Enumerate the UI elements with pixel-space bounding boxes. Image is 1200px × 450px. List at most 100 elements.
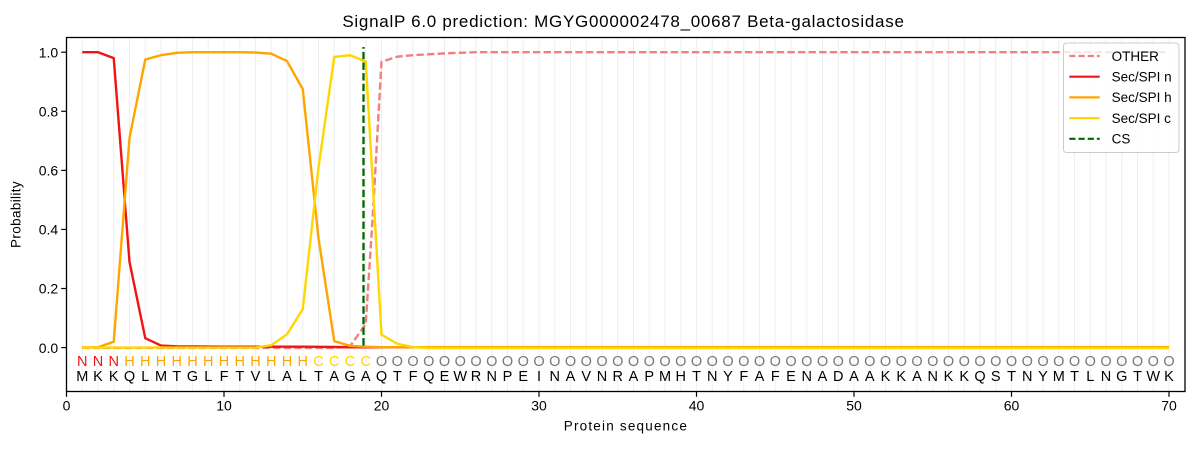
svg-text:0.4: 0.4 bbox=[39, 222, 59, 238]
svg-text:O: O bbox=[1085, 354, 1096, 370]
svg-text:N: N bbox=[93, 354, 103, 370]
svg-text:K: K bbox=[109, 369, 119, 385]
svg-text:A: A bbox=[818, 369, 828, 385]
svg-text:T: T bbox=[393, 369, 402, 385]
svg-text:T: T bbox=[314, 369, 323, 385]
svg-text:A: A bbox=[329, 369, 339, 385]
svg-text:O: O bbox=[486, 354, 497, 370]
svg-text:O: O bbox=[518, 354, 529, 370]
svg-text:T: T bbox=[1133, 369, 1142, 385]
svg-text:I: I bbox=[537, 369, 541, 385]
svg-text:CS: CS bbox=[1112, 132, 1131, 147]
svg-text:0.0: 0.0 bbox=[39, 340, 59, 356]
svg-text:A: A bbox=[361, 369, 371, 385]
svg-text:60: 60 bbox=[1004, 398, 1020, 414]
svg-text:O: O bbox=[423, 354, 434, 370]
svg-text:W: W bbox=[453, 369, 467, 385]
svg-text:O: O bbox=[1116, 354, 1127, 370]
svg-text:V: V bbox=[581, 369, 591, 385]
svg-text:E: E bbox=[518, 369, 528, 385]
svg-text:Q: Q bbox=[974, 369, 985, 385]
svg-text:O: O bbox=[974, 354, 985, 370]
svg-text:O: O bbox=[880, 354, 891, 370]
svg-text:A: A bbox=[282, 369, 292, 385]
svg-text:50: 50 bbox=[846, 398, 862, 414]
svg-text:O: O bbox=[1163, 354, 1174, 370]
svg-text:O: O bbox=[533, 354, 544, 370]
svg-text:A: A bbox=[755, 369, 765, 385]
svg-text:W: W bbox=[1146, 369, 1160, 385]
svg-text:N: N bbox=[1101, 369, 1111, 385]
svg-text:H: H bbox=[676, 369, 686, 385]
svg-text:G: G bbox=[187, 369, 198, 385]
svg-text:T: T bbox=[1070, 369, 1079, 385]
svg-text:O: O bbox=[659, 354, 670, 370]
svg-text:L: L bbox=[299, 369, 307, 385]
svg-text:SignalP 6.0 prediction: MGYG00: SignalP 6.0 prediction: MGYG000002478_00… bbox=[342, 12, 904, 31]
svg-text:H: H bbox=[235, 354, 245, 370]
svg-text:P: P bbox=[644, 369, 654, 385]
svg-text:R: R bbox=[613, 369, 623, 385]
svg-text:20: 20 bbox=[374, 398, 390, 414]
svg-text:H: H bbox=[187, 354, 197, 370]
svg-text:1.0: 1.0 bbox=[39, 44, 59, 60]
svg-text:K: K bbox=[93, 369, 103, 385]
svg-text:0: 0 bbox=[63, 398, 71, 414]
svg-text:10: 10 bbox=[216, 398, 232, 414]
svg-text:F: F bbox=[220, 369, 229, 385]
svg-text:O: O bbox=[1069, 354, 1080, 370]
svg-text:F: F bbox=[771, 369, 780, 385]
svg-text:Protein sequence: Protein sequence bbox=[564, 419, 688, 434]
svg-text:O: O bbox=[565, 354, 576, 370]
svg-text:0.8: 0.8 bbox=[39, 103, 59, 119]
svg-text:N: N bbox=[597, 369, 607, 385]
svg-text:H: H bbox=[172, 354, 182, 370]
svg-text:H: H bbox=[140, 354, 150, 370]
svg-text:M: M bbox=[659, 369, 671, 385]
svg-text:A: A bbox=[912, 369, 922, 385]
svg-text:L: L bbox=[204, 369, 212, 385]
svg-text:H: H bbox=[203, 354, 213, 370]
svg-text:O: O bbox=[911, 354, 922, 370]
svg-text:O: O bbox=[549, 354, 560, 370]
svg-text:O: O bbox=[943, 354, 954, 370]
svg-text:A: A bbox=[566, 369, 576, 385]
svg-text:K: K bbox=[959, 369, 969, 385]
svg-text:O: O bbox=[581, 354, 592, 370]
svg-text:L: L bbox=[1086, 369, 1094, 385]
svg-text:K: K bbox=[944, 369, 954, 385]
svg-text:E: E bbox=[786, 369, 796, 385]
svg-text:K: K bbox=[1164, 369, 1174, 385]
svg-text:N: N bbox=[109, 354, 119, 370]
svg-text:C: C bbox=[345, 354, 355, 370]
svg-text:O: O bbox=[376, 354, 387, 370]
svg-text:O: O bbox=[785, 354, 796, 370]
svg-text:O: O bbox=[770, 354, 781, 370]
svg-text:T: T bbox=[692, 369, 701, 385]
svg-text:O: O bbox=[1053, 354, 1064, 370]
svg-text:Probability: Probability bbox=[9, 181, 24, 248]
svg-text:O: O bbox=[833, 354, 844, 370]
svg-text:Q: Q bbox=[376, 369, 387, 385]
svg-text:O: O bbox=[1148, 354, 1159, 370]
svg-text:O: O bbox=[455, 354, 466, 370]
svg-text:O: O bbox=[927, 354, 938, 370]
svg-text:L: L bbox=[267, 369, 275, 385]
svg-text:M: M bbox=[76, 369, 88, 385]
svg-text:OTHER: OTHER bbox=[1112, 49, 1160, 64]
svg-text:H: H bbox=[298, 354, 308, 370]
svg-text:V: V bbox=[251, 369, 261, 385]
svg-text:O: O bbox=[722, 354, 733, 370]
svg-text:O: O bbox=[817, 354, 828, 370]
svg-text:0.6: 0.6 bbox=[39, 163, 59, 179]
svg-text:T: T bbox=[172, 369, 181, 385]
svg-text:N: N bbox=[928, 369, 938, 385]
svg-text:O: O bbox=[628, 354, 639, 370]
svg-text:N: N bbox=[802, 369, 812, 385]
svg-text:O: O bbox=[990, 354, 1001, 370]
svg-text:F: F bbox=[409, 369, 418, 385]
svg-text:K: K bbox=[881, 369, 891, 385]
svg-text:Y: Y bbox=[723, 369, 733, 385]
svg-text:Q: Q bbox=[124, 369, 135, 385]
svg-text:Q: Q bbox=[423, 369, 434, 385]
